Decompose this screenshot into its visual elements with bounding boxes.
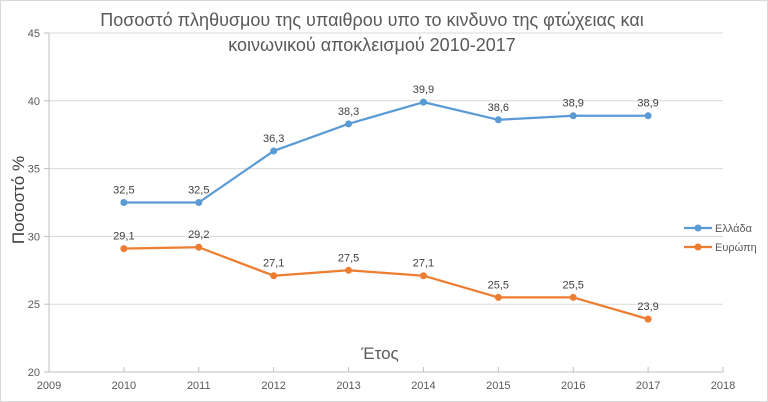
data-label: 25,5 bbox=[488, 279, 509, 291]
data-point bbox=[419, 98, 427, 106]
x-tick-label: 2011 bbox=[187, 380, 211, 392]
data-point bbox=[195, 199, 203, 206]
data-label: 38,6 bbox=[488, 102, 509, 114]
data-label: 23,9 bbox=[637, 301, 658, 313]
series-line bbox=[123, 101, 649, 204]
x-tick-label: 2014 bbox=[411, 380, 435, 392]
data-label: 38,9 bbox=[637, 98, 658, 110]
x-tick-label: 2016 bbox=[561, 380, 585, 392]
data-label: 27,1 bbox=[263, 258, 284, 270]
data-point bbox=[644, 315, 652, 323]
data-point bbox=[345, 266, 353, 274]
x-tick-label: 2010 bbox=[112, 380, 136, 392]
y-tick-label: 25 bbox=[28, 299, 40, 311]
data-point bbox=[419, 272, 427, 280]
chart-title-line-1: Ποσοστό πληθυσμου της υπαιθρου υπο το κι… bbox=[100, 10, 643, 30]
x-tick-label: 2009 bbox=[37, 380, 61, 392]
data-point bbox=[569, 112, 577, 120]
data-label: 32,5 bbox=[113, 185, 134, 197]
data-label: 27,1 bbox=[413, 258, 434, 270]
legend: Ελλάδα Ευρώπη bbox=[684, 223, 757, 254]
axes bbox=[44, 32, 724, 373]
data-label: 32,5 bbox=[188, 185, 209, 197]
chart-title-line-2: κοινωνικού αποκλεισμού 2010-2017 bbox=[228, 35, 516, 55]
data-label: 38,9 bbox=[563, 98, 584, 110]
legend-label: Ευρώπη bbox=[715, 242, 757, 254]
chart-title: Ποσοστό πληθυσμου της υπαιθρου υπο το κι… bbox=[100, 10, 643, 55]
x-tick-label: 2012 bbox=[261, 380, 285, 392]
y-axis-title: Ποσοστό % bbox=[9, 156, 28, 244]
x-tick-label: 2015 bbox=[486, 380, 510, 392]
x-axis-ticks: 2009 2010 2011 2012 2013 2014 2015 2016 2017 2018 bbox=[37, 380, 735, 392]
legend-label: Ελλάδα bbox=[715, 223, 753, 235]
legend-item: Ελλάδα bbox=[684, 223, 753, 235]
y-tick-label: 35 bbox=[28, 164, 40, 176]
x-tick-label: 2017 bbox=[636, 380, 660, 392]
data-point bbox=[120, 199, 128, 206]
data-point bbox=[345, 120, 353, 128]
x-tick-label: 2013 bbox=[336, 380, 360, 392]
series-europe: 29,1 29,2 27,1 27,5 27,1 25,5 25,5 23,9 bbox=[113, 229, 659, 323]
y-tick-label: 30 bbox=[28, 231, 40, 243]
data-label: 29,1 bbox=[113, 231, 134, 243]
data-point bbox=[494, 293, 502, 301]
series-line bbox=[123, 246, 649, 321]
y-axis-ticks: 20 25 30 35 40 45 bbox=[28, 28, 40, 379]
legend-marker bbox=[694, 224, 702, 232]
data-label: 27,5 bbox=[338, 252, 359, 264]
data-point bbox=[494, 116, 502, 124]
data-point bbox=[569, 293, 577, 301]
y-tick-label: 45 bbox=[28, 28, 40, 40]
data-point bbox=[120, 245, 128, 253]
data-point bbox=[270, 272, 278, 280]
series-group: 32,5 32,5 36,3 38,3 39,9 38,6 38,9 38,9 29,1 29,2… bbox=[113, 84, 659, 323]
data-point bbox=[270, 147, 278, 155]
y-tick-label: 40 bbox=[28, 96, 40, 108]
data-label: 36,3 bbox=[263, 133, 284, 145]
legend-marker bbox=[694, 243, 702, 251]
data-point bbox=[644, 112, 652, 120]
gridlines bbox=[49, 32, 723, 305]
legend-item: Ευρώπη bbox=[684, 242, 757, 254]
series-greece: 32,5 32,5 36,3 38,3 39,9 38,6 38,9 38,9 bbox=[113, 84, 659, 206]
data-label: 38,3 bbox=[338, 106, 359, 118]
x-tick-label: 2018 bbox=[711, 380, 735, 392]
data-label: 25,5 bbox=[563, 279, 584, 291]
data-label: 29,2 bbox=[188, 229, 209, 241]
data-point bbox=[195, 243, 203, 251]
data-label: 39,9 bbox=[413, 84, 434, 96]
x-axis-title: Έτος bbox=[360, 344, 398, 363]
y-tick-label: 20 bbox=[28, 367, 40, 379]
